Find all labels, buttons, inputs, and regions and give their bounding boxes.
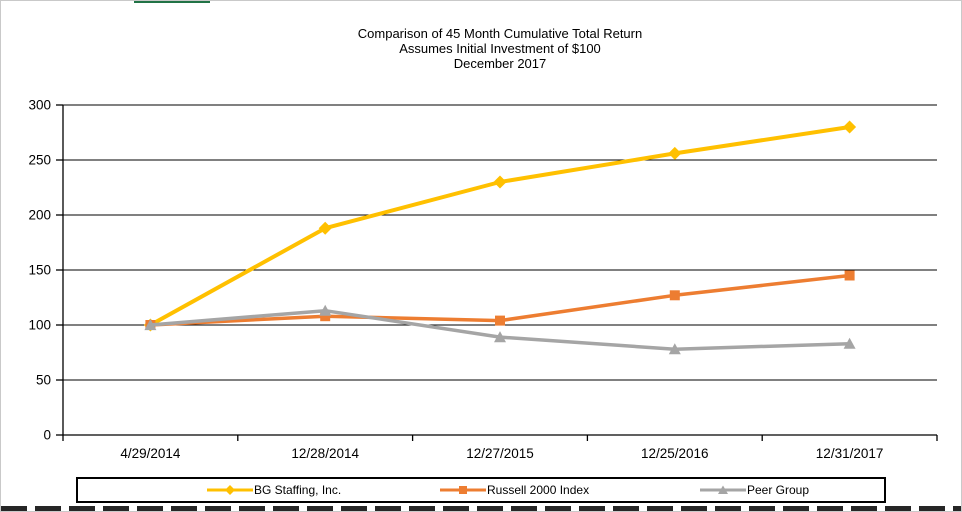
legend-box: BG Staffing, Inc. Russell 2000 Index Pee… — [76, 477, 886, 503]
bottom-dashed-border — [1, 506, 961, 511]
legend-label: Peer Group — [747, 483, 810, 497]
chart-title-block: Comparison of 45 Month Cumulative Total … — [63, 26, 937, 71]
chart-title: Comparison of 45 Month Cumulative Total … — [357, 26, 643, 41]
y-axis-label: 150 — [28, 263, 51, 278]
data-point-marker-diamond — [318, 221, 332, 235]
x-axis-label: 12/25/2016 — [641, 446, 709, 461]
legend-item-bg-staffing: BG Staffing, Inc. — [206, 479, 341, 501]
data-point-marker-diamond — [843, 120, 857, 134]
legend-marker — [718, 485, 728, 494]
legend-swatch-diamond-icon — [207, 485, 253, 495]
chart-date-line: December 2017 — [453, 56, 547, 71]
data-point-marker-square — [844, 270, 855, 281]
legend-label: BG Staffing, Inc. — [254, 483, 342, 497]
legend-marker — [459, 486, 467, 494]
x-axis-label: 12/28/2014 — [291, 446, 359, 461]
legend-item-russell-2000: Russell 2000 Index — [439, 479, 589, 501]
chart-subtitle: Assumes Initial Investment of $100 — [399, 41, 601, 56]
data-point-marker-triangle — [144, 319, 157, 331]
x-axis-label: 4/29/2014 — [120, 446, 181, 461]
data-point-marker-triangle — [843, 337, 856, 349]
legend-marker — [225, 485, 235, 495]
x-axis-label: 12/27/2015 — [466, 446, 534, 461]
legend-swatch-square-icon — [440, 486, 486, 494]
data-point-marker-diamond — [493, 175, 507, 189]
y-axis-label: 300 — [28, 98, 51, 113]
data-point-marker-square — [495, 315, 505, 326]
y-axis-label: 200 — [28, 208, 51, 223]
data-point-marker-triangle — [668, 343, 681, 355]
data-point-marker-square — [669, 290, 680, 301]
legend-swatch-triangle-icon — [700, 485, 746, 494]
data-point-marker-triangle — [319, 304, 332, 316]
data-point-marker-triangle — [494, 331, 506, 343]
y-axis-label: 100 — [28, 318, 51, 333]
y-axis-label: 250 — [28, 153, 51, 168]
y-axis-label: 50 — [36, 373, 51, 388]
data-point-marker-diamond — [668, 146, 682, 160]
x-axis-label: 12/31/2017 — [816, 446, 884, 461]
y-axis-label: 0 — [43, 428, 51, 443]
series-line — [148, 125, 852, 327]
legend-item-peer-group: Peer Group — [699, 479, 809, 501]
top-green-sliver — [134, 1, 210, 3]
legend-label: Russell 2000 Index — [487, 483, 590, 497]
